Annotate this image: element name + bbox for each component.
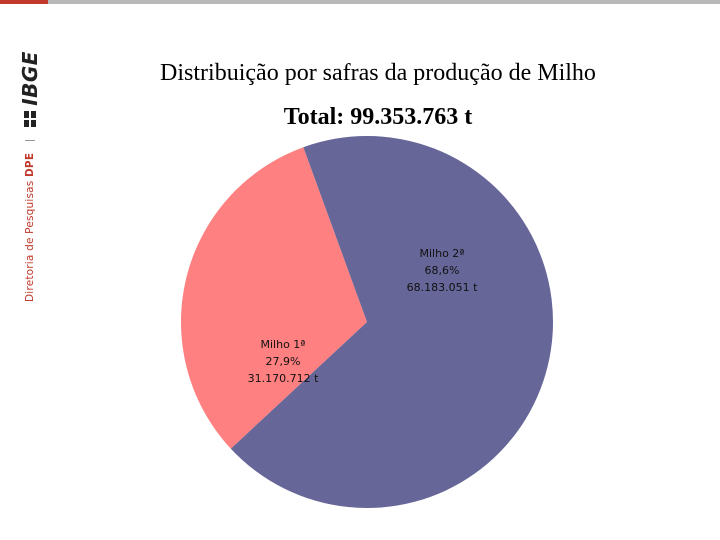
- slice-label-name: Milho 1ª: [260, 338, 306, 351]
- slice-label-percent: 27,9%: [265, 355, 301, 368]
- slice-label-value: 68.183.051 t: [406, 281, 478, 294]
- pie-slice-milho-1: [181, 147, 367, 449]
- slice-label-value: 31.170.712 t: [247, 372, 319, 385]
- slice-label-percent: 68,6%: [424, 264, 460, 277]
- chart-subtitle: Total: 99.353.763 t: [283, 104, 473, 130]
- slice-label-milho-2: Milho 2ª 68,6% 68.183.051 t: [382, 245, 502, 296]
- top-rule: [48, 0, 720, 4]
- side-branding: Diretoria de Pesquisas DPE IBGE: [18, 30, 42, 310]
- slice-label-name: Milho 2ª: [419, 247, 465, 260]
- chart-title: Distribuição por safras da produção de M…: [160, 60, 596, 86]
- ibge-logo: IBGE: [18, 51, 42, 128]
- slice-label-milho-1: Milho 1ª 27,9% 31.170.712 t: [223, 336, 343, 387]
- pie-slice-milho-2: [230, 135, 554, 508]
- ibge-logo-icon: [24, 110, 36, 127]
- top-accent-bar: [0, 0, 48, 4]
